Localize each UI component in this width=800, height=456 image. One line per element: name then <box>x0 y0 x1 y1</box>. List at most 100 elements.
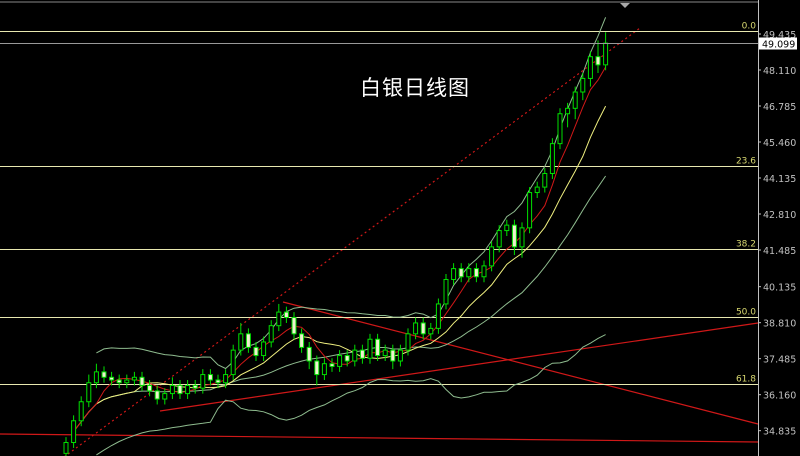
fib-level-label: 50.0 <box>736 308 756 318</box>
candle <box>413 317 419 340</box>
candle-body <box>215 379 221 384</box>
fib-level-label: 0.0 <box>742 22 757 32</box>
candle <box>63 437 69 456</box>
candle <box>124 374 130 389</box>
candle-body <box>131 376 137 381</box>
price-tick-label: 48.110 <box>763 66 796 77</box>
candle-body <box>587 56 593 79</box>
candle-body <box>489 246 495 267</box>
candle-body <box>147 384 153 392</box>
candle <box>489 241 495 272</box>
price-tick-label: 46.785 <box>763 102 796 113</box>
candle <box>359 344 365 364</box>
candle-body <box>261 341 267 357</box>
candle-body <box>283 311 289 319</box>
ma20-line <box>80 175 607 423</box>
candle-body <box>276 311 282 327</box>
candle <box>572 86 578 120</box>
candle-body <box>496 230 502 248</box>
shift-marker-icon <box>620 3 630 8</box>
candle-body <box>420 322 426 335</box>
candle <box>169 377 175 400</box>
price-tick-label: 36.160 <box>763 391 796 402</box>
candle-body <box>185 384 191 395</box>
candle <box>587 51 593 87</box>
ma10-line <box>73 105 607 432</box>
candle-body <box>519 227 525 248</box>
current-price-label: 49.099 <box>762 40 795 51</box>
candle-body <box>329 363 335 367</box>
candle-body <box>557 113 563 145</box>
candle-body <box>207 374 213 381</box>
candle <box>261 336 267 361</box>
price-tick-label: 37.485 <box>763 355 796 366</box>
candle <box>253 341 259 361</box>
candle-body <box>504 224 510 232</box>
candle <box>504 219 510 237</box>
candle <box>405 328 411 356</box>
fib-level-label: 23.6 <box>736 157 756 167</box>
price-axis-bg <box>758 0 800 456</box>
candle-body <box>109 376 115 381</box>
price-tick-label: 34.835 <box>763 427 796 438</box>
candle-body <box>481 265 487 278</box>
candle-body <box>223 374 229 384</box>
candle <box>473 263 479 283</box>
candle-body <box>359 349 365 359</box>
chart-title: 白银日线图 <box>360 76 470 100</box>
falling-trend-line <box>282 301 759 425</box>
candle <box>511 219 517 256</box>
candle-body <box>390 349 396 362</box>
candle <box>200 369 206 394</box>
candle <box>451 263 457 285</box>
bollinger-upper-band <box>96 17 607 370</box>
bollinger-lower-band <box>96 334 606 456</box>
candle <box>78 396 84 427</box>
candle-body <box>549 143 555 175</box>
candle <box>466 263 472 283</box>
dotted-trend-line <box>64 27 641 456</box>
candle <box>534 181 540 198</box>
price-tick-label: 40.135 <box>763 283 796 294</box>
fib-level-label: 38.2 <box>736 240 756 250</box>
candle <box>420 317 426 340</box>
candle-body <box>253 346 259 357</box>
candle-body <box>154 390 160 400</box>
candle <box>154 385 160 405</box>
candle-body <box>603 42 609 66</box>
candle-body <box>245 333 251 348</box>
candle <box>86 374 92 408</box>
candle <box>291 312 297 340</box>
candle-body <box>405 333 411 351</box>
candle <box>276 303 282 332</box>
candle-body <box>413 322 419 335</box>
candle <box>283 306 289 323</box>
candle <box>131 371 137 386</box>
candle <box>268 320 274 348</box>
candle <box>101 366 107 383</box>
candle-body <box>230 349 236 376</box>
candle-body <box>192 384 198 389</box>
candle <box>147 380 153 397</box>
candle-body <box>162 393 168 400</box>
fib-level-label: 61.8 <box>736 375 756 385</box>
candle <box>382 344 388 361</box>
candle-body <box>428 327 434 335</box>
current-price-box <box>759 37 797 50</box>
candle-body <box>139 376 145 386</box>
candle <box>207 369 213 386</box>
candle <box>367 333 373 364</box>
candle <box>565 102 571 128</box>
candle-body <box>397 349 403 362</box>
candle-body <box>71 420 77 444</box>
candle <box>458 263 464 283</box>
candle-body <box>375 338 381 357</box>
candle <box>352 344 358 367</box>
candle <box>162 388 168 405</box>
candle-body <box>86 382 92 403</box>
candle-body <box>344 355 350 362</box>
candle-body <box>572 91 578 109</box>
candle <box>390 344 396 370</box>
